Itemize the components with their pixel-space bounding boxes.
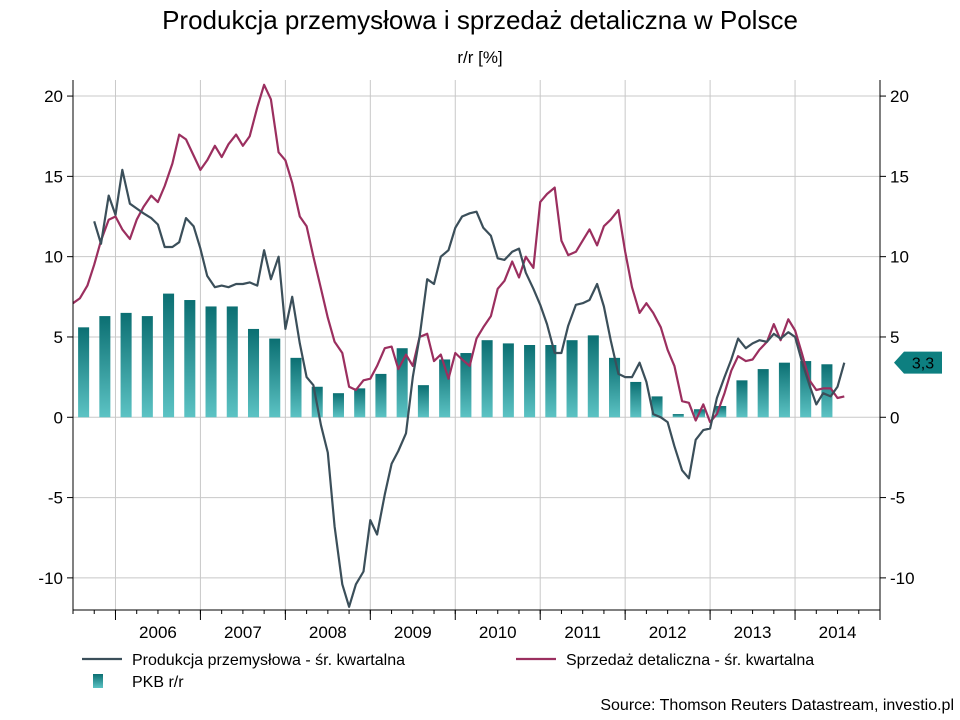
x-tick-label: 2012 [649, 623, 687, 642]
chart-title: Produkcja przemysłowa i sprzedaż detalic… [162, 5, 798, 35]
gdp-bar [184, 300, 196, 418]
gdp-bar [736, 380, 748, 418]
gdp-bar [715, 406, 727, 418]
gdp-bar [630, 381, 642, 418]
x-tick-label: 2007 [224, 623, 262, 642]
legend-label-retail: Sprzedaż detaliczna - śr. kwartalna [566, 652, 814, 669]
y-tick-label-right: 20 [890, 87, 909, 106]
y-tick-label-left: 20 [44, 87, 63, 106]
x-tick-label: 2011 [564, 623, 601, 642]
gdp-bar [545, 345, 557, 418]
gdp-bar [460, 353, 472, 418]
gdp-bar [587, 335, 599, 418]
gdp-bar [269, 338, 281, 418]
gdp-bar [120, 312, 132, 418]
x-tick-label: 2008 [309, 623, 347, 642]
gdp-bar [672, 414, 684, 418]
y-tick-label-left: 15 [44, 167, 63, 186]
gdp-bar [332, 393, 344, 418]
x-tick-label: 2009 [394, 623, 432, 642]
y-tick-label-right: -5 [890, 489, 905, 508]
gdp-bar [226, 306, 238, 418]
legend: Produkcja przemysłowa - śr. kwartalna Sp… [82, 652, 814, 691]
gdp-bar [247, 328, 260, 418]
gdp-bar [481, 340, 493, 418]
y-tick-label-right: 5 [890, 328, 899, 347]
retail-sales-line [72, 83, 845, 424]
x-tick-label: 2014 [819, 623, 857, 642]
gdp-bar [566, 340, 578, 418]
industrial-production-line [93, 168, 846, 608]
y-tick-label-right: 15 [890, 167, 909, 186]
gdp-bar [290, 357, 302, 418]
legend-label-production: Produkcja przemysłowa - śr. kwartalna [132, 652, 405, 669]
gdp-bar [821, 364, 833, 418]
gridlines [73, 80, 880, 610]
chart-subtitle: r/r [%] [457, 48, 502, 67]
gdp-bar [141, 316, 153, 418]
last-value-tag [894, 351, 942, 374]
gdp-bar [800, 361, 812, 418]
gdp-bar [205, 306, 217, 418]
gdp-bar [502, 343, 514, 418]
y-tick-label-right: 0 [890, 408, 899, 427]
y-tick-label-left: -10 [38, 569, 63, 588]
gdp-bar [417, 385, 429, 418]
gdp-bar [354, 388, 366, 418]
gdp-bar [757, 369, 769, 418]
gdp-bar [524, 345, 536, 418]
last-value-tag-label: 3,3 [912, 356, 934, 373]
axes: 20 20 15 15 10 10 5 5 0 0 -5 -5 -10 -10 2006 2007 2008 20… [38, 80, 942, 642]
y-tick-label-left: 0 [54, 408, 63, 427]
source-note: Source: Thomson Reuters Datastream, inve… [600, 697, 954, 714]
gdp-bar [609, 357, 621, 418]
y-tick-label-left: -5 [48, 489, 63, 508]
y-tick-label-left: 5 [54, 328, 63, 347]
gdp-bar [439, 359, 451, 418]
gdp-bar [778, 362, 790, 418]
legend-swatch-gdp [93, 674, 103, 688]
y-tick-label-right: -10 [890, 569, 915, 588]
gdp-bar [396, 348, 408, 418]
legend-label-gdp: PKB r/r [132, 674, 184, 691]
gdp-bar [163, 293, 175, 418]
y-tick-label-left: 10 [44, 248, 63, 267]
x-tick-label: 2013 [734, 623, 772, 642]
x-tick-label: 2006 [139, 623, 177, 642]
x-tick-label: 2010 [479, 623, 517, 642]
gdp-bars [78, 293, 833, 418]
gdp-bar [78, 327, 90, 418]
gdp-bar [651, 396, 663, 418]
gdp-bar [99, 316, 111, 418]
y-tick-label-right: 10 [890, 248, 909, 267]
gdp-bar [375, 373, 387, 418]
series-lines [72, 83, 846, 608]
